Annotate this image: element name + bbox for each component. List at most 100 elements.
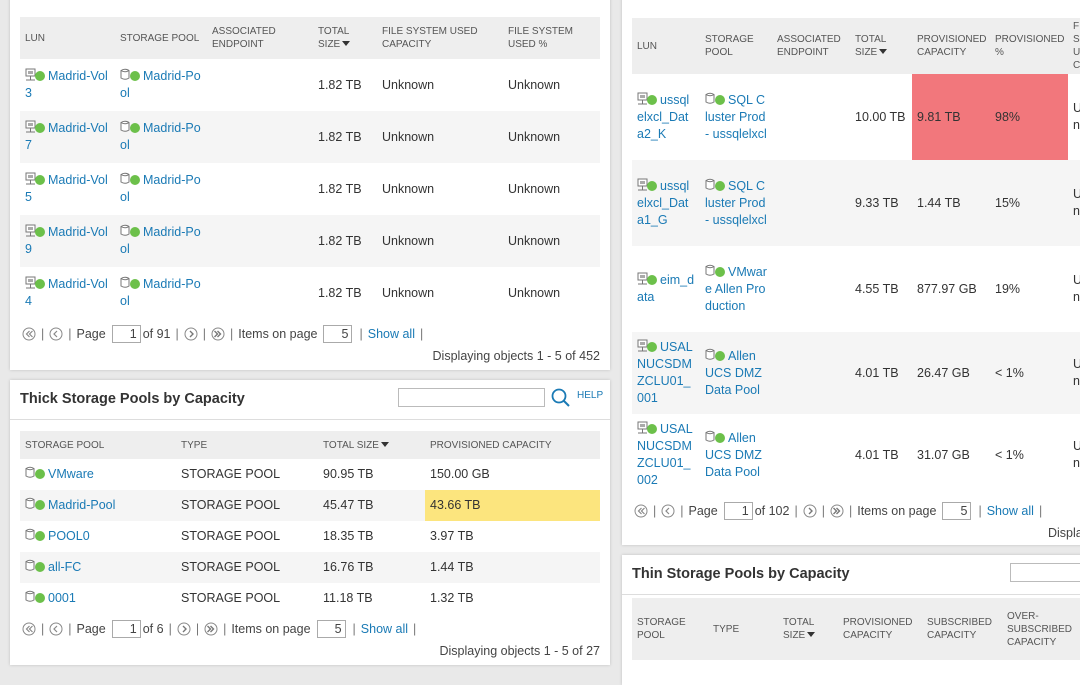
- help-link[interactable]: HELP: [577, 390, 604, 401]
- cell-link[interactable]: Allen UCS DMZ Data Pool: [705, 430, 762, 479]
- pager-button[interactable]: [204, 622, 218, 636]
- show-all-link[interactable]: Show all: [367, 327, 415, 341]
- pager-button[interactable]: [634, 504, 648, 518]
- column-header[interactable]: FILE SYSTEM USED CAPACITY: [377, 17, 503, 59]
- pool-status-icon: [705, 430, 725, 443]
- cell-link[interactable]: USALNUCSDMZCLU01_002: [637, 422, 693, 487]
- cell-link[interactable]: SQL Cluster Prod - ussqlelxcl: [705, 178, 767, 227]
- table-cell: USALNUCSDMZCLU01_002: [632, 414, 700, 496]
- cell-link[interactable]: USALNUCSDMZCLU01_001: [637, 340, 693, 405]
- cell-link[interactable]: VMware: [48, 467, 94, 481]
- cell-link[interactable]: POOL0: [48, 529, 90, 543]
- pager-button[interactable]: [803, 504, 817, 518]
- cell-text: < 1%: [995, 447, 1024, 462]
- search-box[interactable]: [1010, 563, 1080, 582]
- table-row: Madrid-Pool STORAGE POOL 45.47 TB 43.66 TB: [20, 490, 600, 521]
- pager-button[interactable]: [49, 622, 63, 636]
- table-cell: [207, 267, 313, 319]
- pager-button[interactable]: [22, 622, 36, 636]
- header-row: LUN STORAGE POOL ASSOCIATED ENDPOINT TOTAL …: [20, 17, 600, 59]
- table-cell: [207, 163, 313, 215]
- cell-link[interactable]: Madrid-Vol7: [25, 121, 108, 152]
- search-icon[interactable]: [551, 388, 571, 408]
- cell-text: Unknown: [1073, 101, 1080, 132]
- table-cell: SQL Cluster Prod - ussqlelxcl: [700, 74, 772, 160]
- pager-button[interactable]: [184, 327, 198, 341]
- column-header[interactable]: TOTAL SIZE: [850, 18, 912, 74]
- cell-link[interactable]: Madrid-Vol9: [25, 225, 108, 256]
- column-header[interactable]: STORAGE POOL: [115, 17, 207, 59]
- items-input[interactable]: 5: [316, 620, 346, 638]
- column-header-label: TOTAL SIZE: [318, 26, 349, 50]
- page-input[interactable]: 1: [723, 502, 753, 520]
- cell-link[interactable]: VMware Allen Production: [705, 264, 767, 313]
- items-input[interactable]: 5: [942, 502, 972, 520]
- cell-link[interactable]: all-FC: [48, 560, 82, 574]
- table-cell: 90.95 TB: [318, 459, 425, 490]
- cell-link[interactable]: SQL Cluster Prod - ussqlelxcl: [705, 92, 767, 141]
- table-cell: Unknown: [503, 215, 600, 267]
- column-header[interactable]: ASSOCIATED ENDPOINT: [207, 17, 313, 59]
- column-header[interactable]: SUBSCRIBED CAPACITY: [922, 598, 1002, 660]
- pager-button[interactable]: [661, 504, 675, 518]
- pager-button[interactable]: [49, 327, 63, 341]
- column-header-label: FILE SYSTEM USED %: [508, 26, 574, 50]
- column-header[interactable]: TYPE: [176, 431, 318, 459]
- cell-link[interactable]: Madrid-Pool: [120, 69, 201, 100]
- items-input[interactable]: 5: [323, 325, 353, 343]
- column-header[interactable]: LUN: [632, 18, 700, 74]
- cell-link[interactable]: Madrid-Vol5: [25, 173, 108, 204]
- pager-button[interactable]: [22, 327, 36, 341]
- table-cell: STORAGE POOL: [176, 521, 318, 552]
- column-header[interactable]: PROVISIONED CAPACITY: [838, 598, 922, 660]
- pager-button[interactable]: [177, 622, 191, 636]
- table-row: USALNUCSDMZCLU01_001 Allen UCS DMZ Data P…: [632, 332, 1080, 414]
- cell-link[interactable]: ussqlelxcl_Data2_K: [637, 92, 690, 141]
- cell-link[interactable]: Allen UCS DMZ Data Pool: [705, 348, 762, 397]
- page-count: of 91: [142, 327, 171, 341]
- column-header[interactable]: TOTAL SIZE: [313, 17, 377, 59]
- show-all-link[interactable]: Show all: [360, 622, 409, 636]
- column-header[interactable]: TYPE: [708, 598, 778, 660]
- cell-link[interactable]: Madrid-Pool: [120, 121, 201, 152]
- column-header[interactable]: ASSOCIATED ENDPOINT: [772, 18, 850, 74]
- data-table: STORAGE POOL TYPE TOTAL SIZE PROVISIONED CA…: [20, 431, 600, 614]
- column-header[interactable]: PROVISIONED CAPACITY: [425, 431, 600, 459]
- column-header[interactable]: STORAGE POOL: [20, 431, 176, 459]
- column-header[interactable]: TOTAL SIZE: [318, 431, 425, 459]
- table-cell: 150.00 GB: [425, 459, 600, 490]
- table-row: ussqlelxcl_Data1_G SQL Cluster Prod - uss…: [632, 160, 1080, 246]
- cell-link[interactable]: Madrid-Pool: [120, 173, 201, 204]
- separator: |: [175, 327, 179, 341]
- column-header[interactable]: PROVISIONED %: [990, 18, 1068, 74]
- pager-button[interactable]: [830, 504, 844, 518]
- column-header[interactable]: STORAGE POOL: [700, 18, 772, 74]
- show-all-link[interactable]: Show all: [986, 504, 1034, 518]
- column-header[interactable]: PROVISIONED CAPACITY: [912, 18, 990, 74]
- cell-link[interactable]: Madrid-Pool: [48, 498, 116, 512]
- column-header[interactable]: LUN: [20, 17, 115, 59]
- column-header[interactable]: TOTAL SIZE: [778, 598, 838, 660]
- cell-link[interactable]: Madrid-Vol3: [25, 69, 108, 100]
- column-header[interactable]: OVER-SUBSCRIBED CAPACITY: [1002, 598, 1080, 660]
- column-header[interactable]: FILE SYSTEM USED %: [503, 17, 600, 59]
- cell-link[interactable]: 0001: [48, 591, 76, 605]
- panel-header: Thin Storage Pools by Capacity: [622, 555, 1080, 595]
- pager: | | Page 1 of 102 | | | Items on page 5 | Show all |: [632, 500, 1080, 522]
- cell-link[interactable]: Madrid-Pool: [120, 277, 201, 308]
- separator: |: [202, 327, 207, 341]
- lun-status-icon: [637, 421, 657, 434]
- cell-link[interactable]: Madrid-Pool: [120, 225, 201, 256]
- search-box[interactable]: [398, 388, 545, 407]
- column-header[interactable]: STORAGE POOL: [632, 598, 708, 660]
- column-header[interactable]: FILE SYSTEM USED CAPACITY: [1068, 18, 1080, 74]
- page-label: Page: [76, 622, 106, 636]
- page-input[interactable]: 1: [111, 620, 141, 638]
- pager-button[interactable]: [211, 327, 225, 341]
- table-cell: 1.82 TB: [313, 215, 377, 267]
- cell-link[interactable]: Madrid-Vol4: [25, 277, 108, 308]
- cell-link[interactable]: ussqlelxcl_Data1_G: [637, 178, 690, 227]
- page-input[interactable]: 1: [111, 325, 141, 343]
- cell-link[interactable]: eim_data: [637, 273, 695, 304]
- separator: |: [195, 622, 200, 636]
